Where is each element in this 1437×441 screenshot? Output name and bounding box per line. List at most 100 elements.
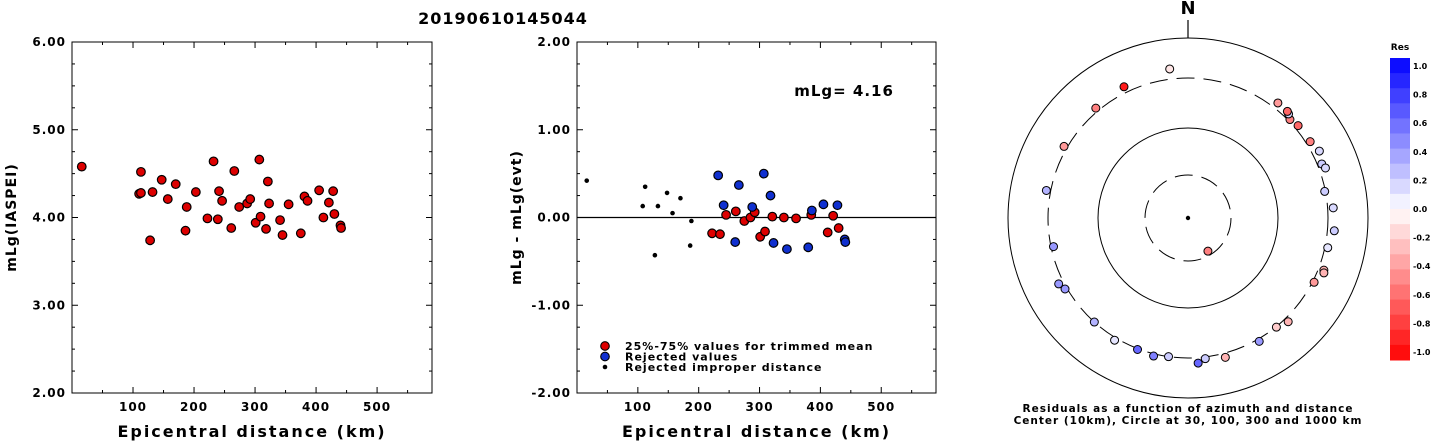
colorbar-cell — [1390, 163, 1410, 180]
station-residual-point — [1273, 98, 1283, 108]
legend-used-marker — [600, 341, 610, 351]
colorbar-title: Res — [1391, 43, 1409, 53]
colorbar-cell — [1390, 344, 1410, 361]
station-residual-point — [1193, 358, 1203, 368]
station-point — [730, 206, 741, 217]
x-tick-label: 500 — [867, 400, 895, 414]
colorbar-tick-label: 0.2 — [1413, 176, 1427, 185]
station-residual-point — [1305, 137, 1315, 147]
x-tick-label: 400 — [302, 400, 330, 414]
station-residual-point — [1319, 268, 1329, 278]
station-point — [162, 194, 173, 204]
station-point — [76, 161, 87, 172]
station-residual-point — [1091, 103, 1101, 113]
y-tick-label: 3.00 — [32, 298, 66, 312]
station-residual-point — [1328, 203, 1338, 213]
station-point — [833, 223, 844, 233]
station-residual-point — [1165, 64, 1175, 74]
station-residual-point — [1293, 121, 1303, 131]
colorbar-tick-label: -0.6 — [1413, 291, 1431, 300]
station-point — [760, 226, 770, 237]
colorbar-cell — [1390, 193, 1410, 210]
y-tick-label: 0.00 — [537, 211, 571, 225]
station-residual-point — [1200, 354, 1210, 364]
improper-distance-point — [642, 184, 648, 190]
station-point — [329, 209, 340, 219]
rejected-point — [806, 205, 817, 216]
station-point — [245, 194, 256, 204]
station-residual-point — [1149, 351, 1159, 361]
station-point — [156, 174, 167, 185]
station-point — [181, 202, 192, 212]
improper-distance-point — [584, 178, 590, 183]
polar-caption-line2: Center (10km), Circle at 30, 100, 300 an… — [1014, 415, 1363, 427]
y-tick-label: 1.00 — [537, 123, 571, 137]
colorbar-cell — [1390, 224, 1410, 240]
colorbar-tick-label: -0.2 — [1413, 234, 1431, 243]
residual-vs-distance-panel: 100 200 300 400 500 -2.00 -1.00 0.00 1.00 2.00 Epi… — [509, 35, 937, 441]
y-axis-label: mLg - mLg(evt) — [509, 150, 525, 285]
station-point — [715, 229, 725, 240]
colorbar-cell — [1390, 299, 1410, 316]
station-point — [721, 209, 731, 220]
station-point — [190, 187, 201, 197]
y-tick-label: -2.00 — [531, 386, 571, 400]
colorbar-cell — [1390, 148, 1410, 165]
station-point — [255, 211, 266, 222]
station-residual-point — [1329, 226, 1339, 236]
station-residual-point — [1283, 317, 1293, 327]
rejected-point — [765, 190, 776, 201]
rejected-point — [768, 238, 779, 248]
x-tick-label: 100 — [624, 400, 652, 414]
legend-improper-marker — [602, 364, 608, 370]
station-point — [264, 198, 274, 209]
colorbar-tick-label: 0.8 — [1413, 91, 1428, 100]
colorbar-cell — [1390, 209, 1410, 225]
station-point — [254, 154, 265, 165]
y-tick-label: 2.00 — [32, 386, 66, 400]
rejected-point — [840, 237, 851, 247]
colorbar-cell — [1390, 58, 1410, 74]
improper-distance-point — [664, 190, 670, 196]
colorbar-cell — [1390, 269, 1410, 285]
improper-distance-point — [689, 218, 694, 224]
rejected-point — [782, 244, 792, 254]
mean-magnitude-annotation: mLg= 4.16 — [794, 82, 894, 100]
station-point — [212, 214, 223, 225]
colorbar-cell — [1390, 314, 1410, 331]
x-axis-label: Epicentral distance (km) — [117, 422, 386, 441]
station-point — [202, 213, 213, 224]
x-tick-label: 200 — [180, 400, 208, 414]
station-point — [822, 227, 833, 238]
station-residual-point — [1049, 242, 1059, 252]
rejected-point — [747, 202, 758, 212]
y-tick-label: 6.00 — [32, 35, 66, 49]
station-residual-point — [1314, 146, 1324, 156]
ring-30km — [1144, 174, 1232, 262]
rejected-point — [713, 170, 724, 181]
x-tick-label: 400 — [806, 400, 834, 414]
x-tick-label: 200 — [685, 400, 713, 414]
colorbar-tick-label: 0.0 — [1413, 205, 1428, 214]
station-residual-point — [1041, 185, 1051, 195]
magnitude-vs-distance-panel: 100 200 300 400 500 2.00 3.00 4.00 5.00 6.00 Epice… — [4, 35, 433, 441]
legend-label: Rejected values — [625, 351, 738, 364]
station-residual-point — [1271, 322, 1281, 332]
colorbar-tick-label: 0.4 — [1413, 148, 1428, 157]
colorbar-cell — [1390, 329, 1410, 346]
station-point — [707, 228, 717, 239]
x-tick-label: 500 — [363, 400, 391, 414]
station-point — [302, 195, 313, 206]
polar-caption-line1: Residuals as a function of azimuth and d… — [1023, 403, 1354, 415]
rejected-point — [733, 180, 744, 190]
station-point — [262, 176, 273, 187]
colorbar-cell — [1390, 88, 1410, 104]
epicenter-marker — [1185, 215, 1191, 221]
x-axis-label: Epicentral distance (km) — [622, 422, 891, 441]
station-residual-point — [1059, 141, 1069, 151]
improper-distance-point — [652, 252, 658, 258]
station-point — [208, 156, 219, 167]
rejected-point — [832, 200, 843, 211]
station-residual-point — [1323, 243, 1333, 253]
